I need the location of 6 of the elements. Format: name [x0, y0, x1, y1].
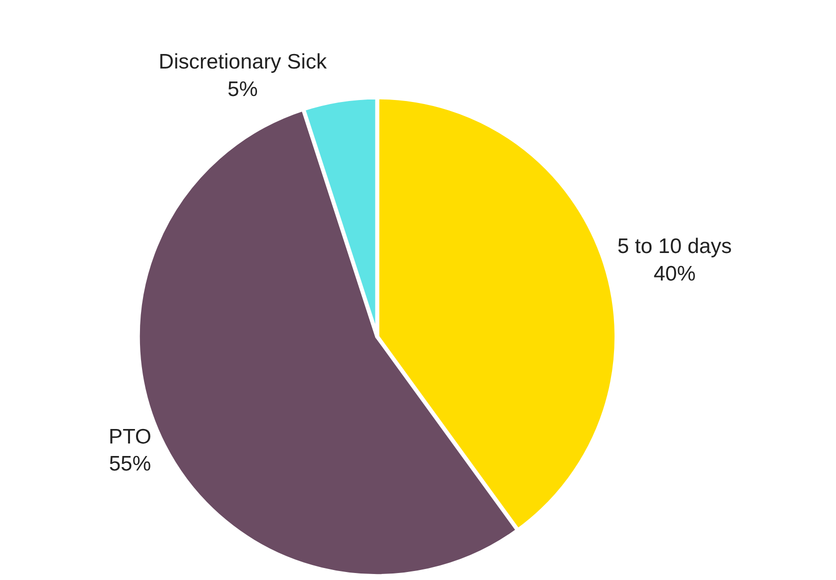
slice-label: PTO: [108, 425, 152, 448]
data-label: 55%: [108, 452, 151, 476]
slice-label: Discretionary Sick: [158, 50, 328, 74]
data-label: 5%: [227, 78, 258, 101]
slice-label: 5 to 10 days: [617, 235, 732, 258]
data-label: 40%: [654, 262, 696, 286]
